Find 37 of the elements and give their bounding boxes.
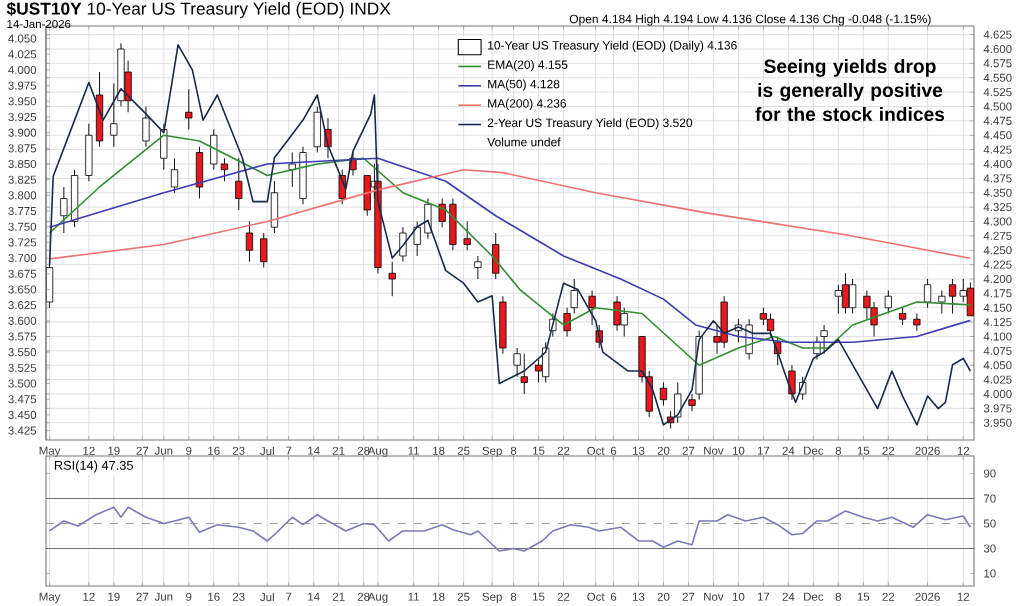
candlestick: [674, 382, 682, 424]
candlestick: [588, 290, 596, 326]
candlestick: [613, 295, 621, 332]
annotation: Seeing yields drop is generally positive for the stock indices: [755, 58, 945, 122]
candlestick: [195, 146, 204, 199]
candlestick: [520, 353, 528, 395]
candlestick: [474, 255, 482, 280]
candlestick: [492, 232, 500, 280]
candlestick: [499, 295, 507, 355]
line-series: [48, 157, 972, 344]
line-series: [48, 168, 972, 260]
candlestick: [463, 221, 471, 251]
candlestick: [142, 106, 150, 148]
candlestick: [659, 382, 668, 406]
candlestick: [542, 341, 550, 383]
candlestick: [570, 278, 578, 314]
candlestick: [841, 272, 850, 314]
candlestick: [388, 261, 396, 297]
candlestick: [235, 157, 243, 211]
line-series: [48, 44, 972, 426]
candlestick: [270, 180, 279, 234]
candlestick: [620, 307, 628, 337]
candlestick: [399, 226, 407, 263]
candlestick: [834, 284, 842, 314]
candlestick: [185, 88, 193, 130]
candlestick: [849, 278, 857, 314]
candlestick: [966, 281, 975, 317]
candlestick: [170, 157, 179, 194]
candlestick: [245, 221, 254, 263]
line-series: [48, 506, 972, 552]
candlestick: [563, 307, 571, 337]
candlestick: [913, 313, 921, 332]
candlestick: [260, 232, 268, 268]
candlestick: [720, 295, 728, 349]
chart-title: $UST10Y 10-Year US Treasury Yield (EOD) INDX: [6, 1, 391, 19]
candlestick: [820, 324, 828, 355]
candlestick: [923, 278, 932, 309]
